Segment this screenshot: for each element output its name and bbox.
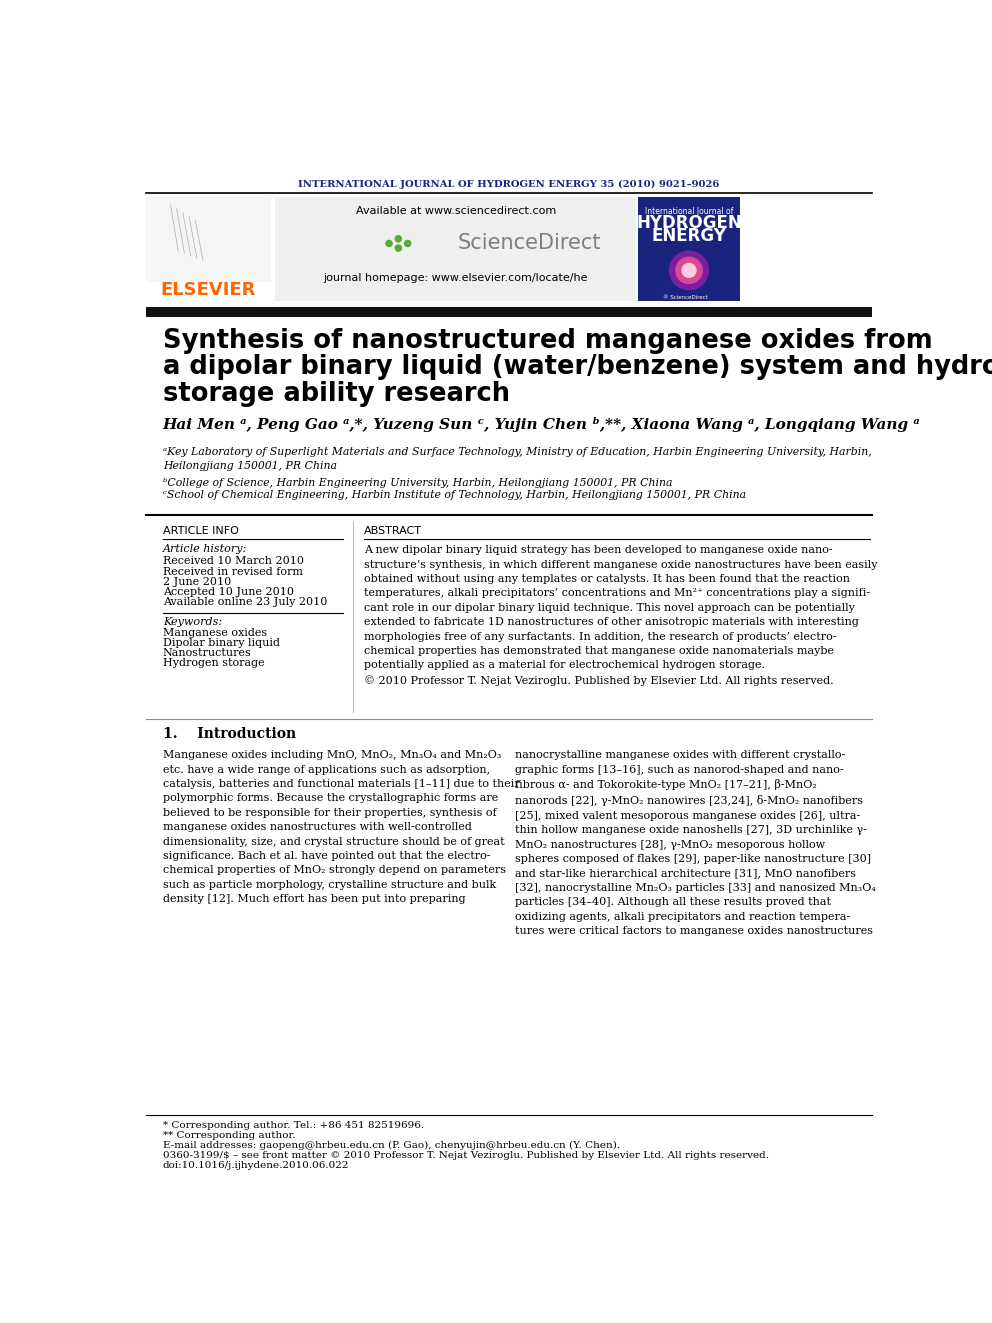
FancyBboxPatch shape — [146, 307, 872, 316]
Text: Article history:: Article history: — [163, 544, 247, 554]
Text: HYDROGEN: HYDROGEN — [636, 214, 742, 232]
Text: Nanostructures: Nanostructures — [163, 648, 252, 659]
Text: International Journal of: International Journal of — [645, 206, 733, 216]
Text: nanocrystalline manganese oxides with different crystallo-
graphic forms [13–16]: nanocrystalline manganese oxides with di… — [516, 750, 876, 935]
Text: A new dipolar binary liquid strategy has been developed to manganese oxide nano-: A new dipolar binary liquid strategy has… — [364, 545, 878, 687]
FancyBboxPatch shape — [638, 197, 740, 302]
Text: INTERNATIONAL JOURNAL OF HYDROGEN ENERGY 35 (2010) 9021–9026: INTERNATIONAL JOURNAL OF HYDROGEN ENERGY… — [298, 180, 719, 189]
Text: doi:10.1016/j.ijhydene.2010.06.022: doi:10.1016/j.ijhydene.2010.06.022 — [163, 1162, 349, 1171]
Circle shape — [676, 257, 702, 283]
Text: Dipolar binary liquid: Dipolar binary liquid — [163, 639, 280, 648]
Text: ᶜSchool of Chemical Engineering, Harbin Institute of Technology, Harbin, Heilong: ᶜSchool of Chemical Engineering, Harbin … — [163, 490, 746, 500]
Text: 1.    Introduction: 1. Introduction — [163, 728, 296, 741]
Text: ᵃKey Laboratory of Superlight Materials and Surface Technology, Ministry of Educ: ᵃKey Laboratory of Superlight Materials … — [163, 447, 872, 471]
Text: Received 10 March 2010: Received 10 March 2010 — [163, 556, 304, 566]
Text: E-mail addresses: gaopeng@hrbeu.edu.cn (P. Gao), chenyujin@hrbeu.edu.cn (Y. Chen: E-mail addresses: gaopeng@hrbeu.edu.cn (… — [163, 1142, 620, 1151]
Text: Manganese oxides: Manganese oxides — [163, 628, 267, 639]
Circle shape — [386, 241, 392, 246]
Text: ScienceDirect: ScienceDirect — [457, 233, 601, 254]
Text: Hydrogen storage: Hydrogen storage — [163, 659, 265, 668]
Text: a dipolar binary liquid (water/benzene) system and hydrogen: a dipolar binary liquid (water/benzene) … — [163, 355, 992, 380]
Text: Hai Men ᵃ, Peng Gao ᵃ,*, Yuzeng Sun ᶜ, Yujin Chen ᵇ,**, Xiaona Wang ᵃ, Longqiang: Hai Men ᵃ, Peng Gao ᵃ,*, Yuzeng Sun ᶜ, Y… — [163, 418, 921, 433]
Text: journal homepage: www.elsevier.com/locate/he: journal homepage: www.elsevier.com/locat… — [323, 273, 588, 283]
Text: storage ability research: storage ability research — [163, 381, 510, 406]
Text: Received in revised form: Received in revised form — [163, 566, 303, 577]
Text: ARTICLE INFO: ARTICLE INFO — [163, 527, 239, 536]
Text: Synthesis of nanostructured manganese oxides from: Synthesis of nanostructured manganese ox… — [163, 328, 932, 355]
Text: Accepted 10 June 2010: Accepted 10 June 2010 — [163, 587, 294, 597]
Circle shape — [395, 245, 402, 251]
Text: Manganese oxides including MnO, MnO₂, Mn₃O₄ and Mn₂O₃
etc. have a wide range of : Manganese oxides including MnO, MnO₂, Mn… — [163, 750, 520, 904]
Circle shape — [670, 251, 708, 290]
Circle shape — [682, 263, 696, 278]
Text: 2 June 2010: 2 June 2010 — [163, 577, 231, 587]
Text: * Corresponding author. Tel.: +86 451 82519696.: * Corresponding author. Tel.: +86 451 82… — [163, 1122, 424, 1130]
Text: ABSTRACT: ABSTRACT — [364, 527, 423, 536]
Text: ® ScienceDirect: ® ScienceDirect — [663, 295, 707, 300]
FancyBboxPatch shape — [146, 197, 271, 282]
Circle shape — [395, 235, 402, 242]
FancyBboxPatch shape — [275, 197, 636, 302]
Text: Available online 23 July 2010: Available online 23 July 2010 — [163, 597, 327, 607]
Text: Keywords:: Keywords: — [163, 617, 222, 627]
Text: ENERGY: ENERGY — [652, 226, 726, 245]
Text: ᵇCollege of Science, Harbin Engineering University, Harbin, Heilongjiang 150001,: ᵇCollege of Science, Harbin Engineering … — [163, 478, 673, 488]
Text: ** Corresponding author.: ** Corresponding author. — [163, 1131, 296, 1140]
Text: 0360-3199/$ – see front matter © 2010 Professor T. Nejat Veziroglu. Published by: 0360-3199/$ – see front matter © 2010 Pr… — [163, 1151, 769, 1160]
Circle shape — [405, 241, 411, 246]
Text: ELSEVIER: ELSEVIER — [161, 280, 256, 299]
Text: Available at www.sciencedirect.com: Available at www.sciencedirect.com — [355, 206, 556, 216]
